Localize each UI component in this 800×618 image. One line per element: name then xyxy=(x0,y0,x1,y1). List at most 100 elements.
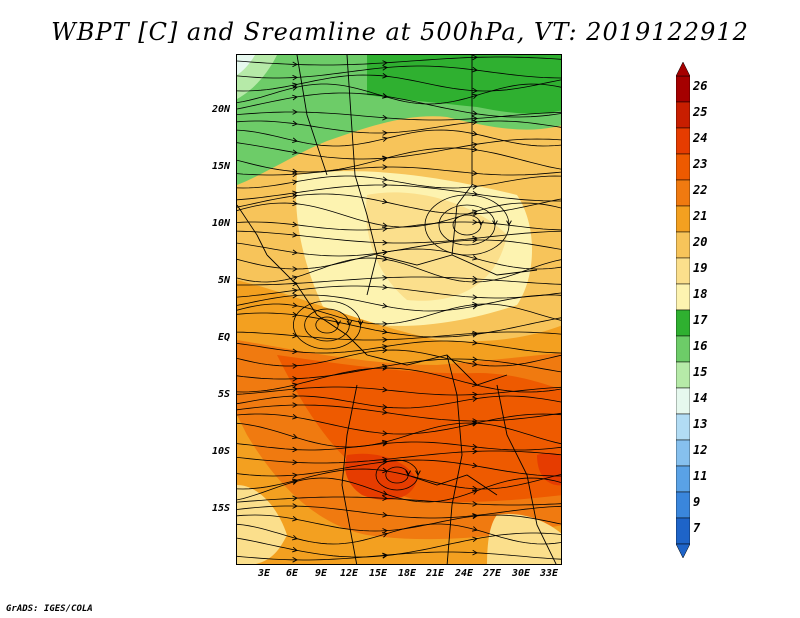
lat-label-15s: 15S xyxy=(211,503,230,514)
streamline-arrow xyxy=(382,495,388,502)
streamline-arrow xyxy=(382,456,388,463)
streamline xyxy=(237,184,561,202)
streamline-arrow xyxy=(506,220,512,226)
streamline-arrow xyxy=(382,65,388,71)
colorbar-label: 21 xyxy=(693,209,708,223)
streamline-arrow xyxy=(292,179,298,185)
streamline xyxy=(237,523,561,545)
lon-label-15e: 15E xyxy=(368,568,388,579)
streamline-arrow xyxy=(472,184,478,190)
country-border xyxy=(496,384,557,564)
streamline-arrow xyxy=(292,382,298,389)
streamline-arrow xyxy=(472,146,478,153)
lon-label-27e: 27E xyxy=(482,568,502,579)
streamline-arrow xyxy=(472,275,478,282)
streamline xyxy=(237,441,561,451)
lon-label-21e: 21E xyxy=(425,568,445,579)
wbpt-shading xyxy=(237,55,561,564)
country-border xyxy=(446,354,463,564)
streamline xyxy=(237,138,561,160)
streamline-arrow xyxy=(382,347,388,354)
streamline-arrow xyxy=(492,220,498,226)
lon-label-3e: 3E xyxy=(257,568,271,579)
streamline-arrow xyxy=(382,528,388,534)
streamline-arrow xyxy=(472,237,478,243)
streamline xyxy=(237,56,561,66)
streamline-arrow xyxy=(292,287,298,294)
streamline-arrow xyxy=(292,109,298,115)
colorbar-label: 26 xyxy=(693,79,708,93)
streamline xyxy=(237,331,561,341)
streamline-arrow xyxy=(292,402,298,408)
streamline-arrow xyxy=(382,249,388,256)
country-border xyxy=(346,55,378,296)
streamline xyxy=(237,413,561,435)
streamline-arrow xyxy=(292,74,298,81)
shade-sw-light xyxy=(237,485,287,564)
colorbar-label: 9 xyxy=(693,495,701,509)
streamline xyxy=(237,395,561,409)
streamline-arrow xyxy=(382,60,388,66)
streamline-arrow xyxy=(382,430,388,437)
lon-label-6e: 6E xyxy=(285,568,299,579)
streamline-arrow xyxy=(292,446,298,453)
colorbar-swatch xyxy=(676,335,690,363)
lon-label-24e: 24E xyxy=(454,568,474,579)
streamline-arrow xyxy=(382,93,388,99)
streamline xyxy=(237,193,561,215)
streamline-arrow xyxy=(382,552,388,559)
streamline-arrow xyxy=(472,339,478,346)
colorbar-swatch xyxy=(676,309,690,337)
streamline xyxy=(237,340,561,354)
country-border xyxy=(237,204,268,256)
colorbar-label: 18 xyxy=(693,287,708,301)
streamline-arrow xyxy=(472,361,478,367)
streamline-arrow xyxy=(472,536,478,543)
lat-label-5n: 5N xyxy=(217,275,230,286)
streamline xyxy=(237,248,561,270)
colorbar-swatch xyxy=(676,439,690,467)
streamline xyxy=(237,285,561,299)
streamline-arrow xyxy=(478,220,484,226)
country-border xyxy=(341,384,358,564)
streamline-arrow xyxy=(346,320,353,326)
streamline-arrow xyxy=(382,275,388,281)
colorbar-swatch xyxy=(676,465,690,493)
streamline-arrow xyxy=(382,440,388,447)
streamline xyxy=(237,514,561,532)
shade-green-dark xyxy=(367,55,561,114)
colorbar-swatch xyxy=(676,387,690,415)
streamline-arrow xyxy=(382,532,388,538)
streamline xyxy=(237,459,561,477)
colorbar-label: 23 xyxy=(693,157,708,171)
colorbar-swatch xyxy=(676,127,690,155)
streamline-arrow xyxy=(292,120,298,127)
streamline-arrow xyxy=(382,409,388,415)
streamline-arrow xyxy=(292,137,298,144)
streamline-arrow xyxy=(292,546,298,553)
streamline-arrow xyxy=(382,336,388,343)
streamline xyxy=(237,358,561,380)
colorbar-bottom-arrow xyxy=(676,543,690,558)
streamline xyxy=(237,276,561,286)
streamline-arrow xyxy=(292,280,298,287)
streamline-arrow xyxy=(335,320,341,326)
lon-label-12e: 12E xyxy=(339,568,359,579)
streamline-arrow xyxy=(472,381,478,387)
colorbar-swatch xyxy=(676,517,690,545)
streamline-arrow xyxy=(472,209,478,215)
shade-cyan xyxy=(237,55,255,75)
colorbar-label: 25 xyxy=(693,105,708,119)
colorbar-label: 14 xyxy=(693,391,708,405)
map-canvas xyxy=(237,55,561,564)
streamline-arrow xyxy=(472,219,478,225)
streamline-arrow xyxy=(382,512,388,518)
streamline-arrow xyxy=(292,515,298,522)
colorbar-label: 20 xyxy=(693,235,708,249)
streamline-arrow xyxy=(292,200,298,207)
streamline-arrow xyxy=(472,420,478,426)
streamline-arrow xyxy=(292,478,298,484)
streamline-arrow xyxy=(472,549,478,556)
streamline-arrow xyxy=(382,256,388,262)
lat-label-10n: 10N xyxy=(211,218,230,229)
